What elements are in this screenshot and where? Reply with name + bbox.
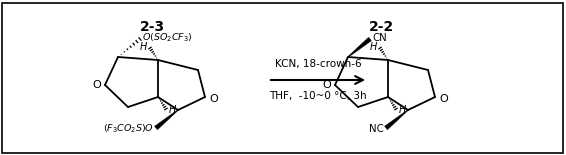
Text: O: O xyxy=(209,94,218,104)
Text: O: O xyxy=(322,80,331,90)
Text: 2-3: 2-3 xyxy=(139,20,165,34)
Text: H: H xyxy=(370,42,377,52)
Text: THF,  -10~0 °C, 3h: THF, -10~0 °C, 3h xyxy=(269,91,367,101)
Text: CN: CN xyxy=(372,33,387,43)
Polygon shape xyxy=(155,110,178,130)
Polygon shape xyxy=(348,37,371,57)
Text: H: H xyxy=(169,105,177,115)
Text: H: H xyxy=(140,42,147,52)
Text: O: O xyxy=(92,80,101,90)
Text: $O(SO_2CF_3)$: $O(SO_2CF_3)$ xyxy=(142,32,192,44)
Text: KCN, 18-crown-6: KCN, 18-crown-6 xyxy=(275,59,361,69)
Polygon shape xyxy=(384,110,408,130)
Text: H: H xyxy=(399,105,406,115)
Text: $(F_3CO_2S)O$: $(F_3CO_2S)O$ xyxy=(103,123,154,135)
Text: NC: NC xyxy=(369,124,384,134)
Text: 2-2: 2-2 xyxy=(370,20,395,34)
Text: O: O xyxy=(439,94,448,104)
